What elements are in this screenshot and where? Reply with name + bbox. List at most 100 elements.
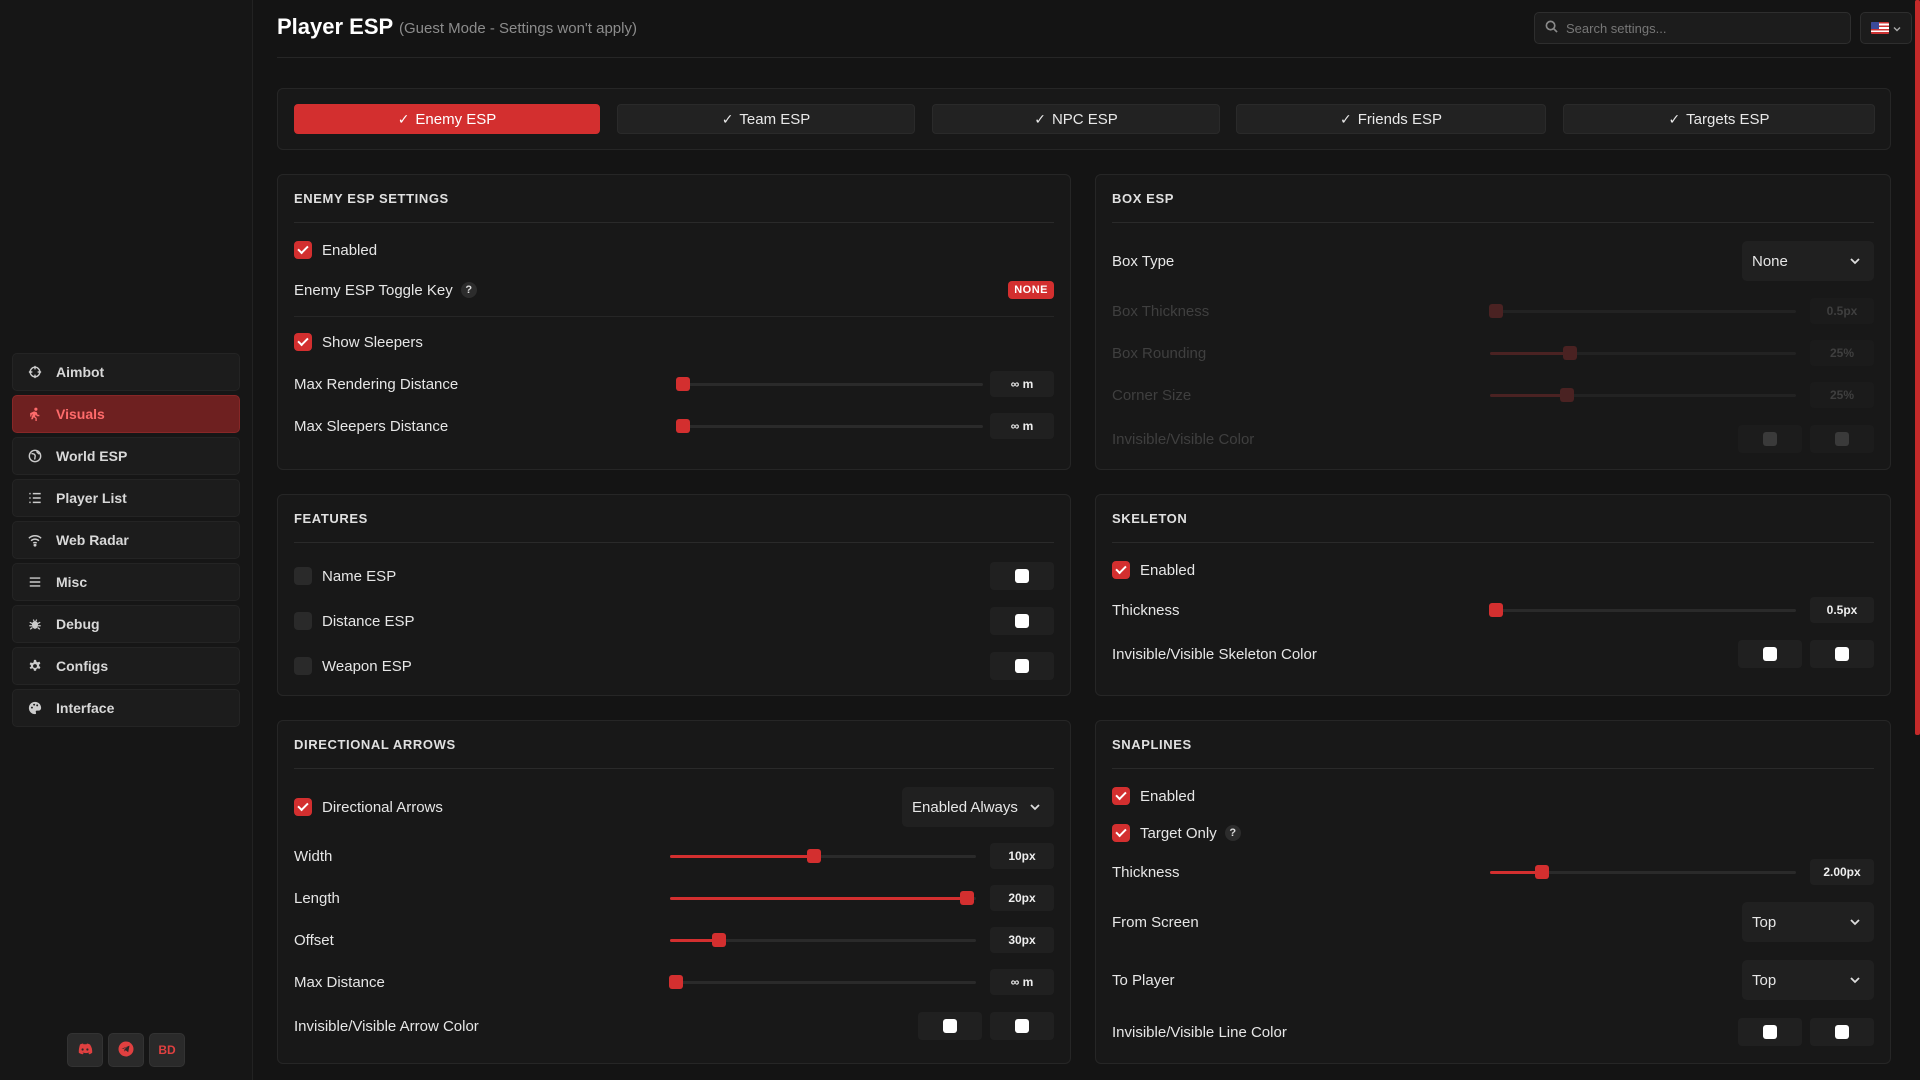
check-icon: ✓ (397, 110, 410, 127)
search-box[interactable] (1534, 12, 1851, 44)
scrollbar[interactable] (1915, 0, 1920, 735)
arrows-checkbox[interactable] (294, 798, 312, 816)
slider-thumb[interactable] (959, 891, 974, 905)
slider-thumb[interactable] (676, 419, 691, 433)
sidebar-item-label: Visuals (56, 406, 105, 422)
arrows-mode-select[interactable]: Enabled Always (902, 787, 1054, 827)
arrow-length-slider[interactable] (670, 890, 976, 906)
weapon-esp-checkbox[interactable] (294, 657, 312, 675)
running-person-icon (27, 406, 43, 422)
sidebar-item-aimbot[interactable]: Aimbot (12, 353, 240, 391)
arrow-visible-color-swatch[interactable] (990, 1012, 1054, 1040)
to-player-select[interactable]: Top (1742, 960, 1874, 1000)
slider-thumb[interactable] (669, 975, 684, 989)
toggle-key-badge[interactable]: NONE (1008, 281, 1054, 299)
name-esp-checkbox[interactable] (294, 567, 312, 585)
slider-thumb[interactable] (676, 377, 691, 391)
tab-enemy-esp[interactable]: ✓ Enemy ESP (294, 104, 600, 134)
distance-esp-checkbox[interactable] (294, 612, 312, 630)
sidebar-item-configs[interactable]: Configs (12, 647, 240, 685)
arrow-length-row: Length 20px (294, 885, 1054, 911)
max-sleepers-row: Max Sleepers Distance ∞ m (294, 413, 1054, 439)
help-icon[interactable]: ? (460, 282, 477, 298)
tab-label: NPC ESP (1051, 110, 1118, 128)
skeleton-visible-color-swatch[interactable] (1810, 640, 1874, 668)
max-sleepers-slider[interactable] (676, 418, 983, 434)
from-screen-select[interactable]: Top (1742, 902, 1874, 942)
tab-friends-esp[interactable]: ✓ Friends ESP (1236, 104, 1546, 134)
slider-thumb[interactable] (1559, 388, 1574, 402)
discord-button[interactable] (67, 1033, 103, 1067)
sidebar-item-world-esp[interactable]: World ESP (12, 437, 240, 475)
slider-thumb[interactable] (1562, 346, 1577, 360)
skeleton-thickness-value: 0.5px (1810, 597, 1874, 623)
discord-icon (77, 1043, 93, 1058)
box-type-select[interactable]: None (1742, 241, 1874, 281)
box-rounding-slider[interactable] (1490, 345, 1796, 361)
box-rounding-label: Box Rounding (1112, 344, 1207, 362)
sidebar: Aimbot Visuals World ESP Player List Web… (0, 0, 253, 1080)
line-invisible-color-swatch[interactable] (1738, 1018, 1802, 1046)
snapline-thickness-slider[interactable] (1490, 864, 1796, 880)
sidebar-item-label: Web Radar (56, 532, 129, 548)
show-sleepers-checkbox[interactable] (294, 333, 312, 351)
sidebar-item-player-list[interactable]: Player List (12, 479, 240, 517)
corner-size-slider[interactable] (1490, 387, 1796, 403)
target-only-row: Target Only ? (1112, 824, 1874, 842)
search-input[interactable] (1566, 20, 1826, 36)
sidebar-item-misc[interactable]: Misc (12, 563, 240, 601)
skeleton-thickness-slider[interactable] (1489, 602, 1796, 618)
sidebar-item-label: Interface (56, 700, 115, 716)
telegram-icon (118, 1041, 134, 1060)
snaplines-enabled-checkbox[interactable] (1112, 787, 1130, 805)
weapon-esp-color-swatch[interactable] (990, 652, 1054, 680)
help-icon[interactable]: ? (1224, 825, 1241, 841)
box-thickness-label: Box Thickness (1112, 302, 1210, 320)
weapon-esp-label: Weapon ESP (322, 657, 412, 675)
distance-esp-color-swatch[interactable] (990, 607, 1054, 635)
enemy-enabled-checkbox[interactable] (294, 241, 312, 259)
chevron-down-icon (1030, 804, 1040, 811)
tab-targets-esp[interactable]: ✓ Targets ESP (1563, 104, 1875, 134)
slider-thumb[interactable] (1489, 304, 1504, 318)
page-title: Player ESP (277, 14, 394, 39)
box-invisible-color-swatch[interactable] (1738, 425, 1802, 453)
skeleton-color-row: Invisible/Visible Skeleton Color (1112, 639, 1874, 669)
arrow-maxdist-slider[interactable] (669, 974, 976, 990)
bd-button[interactable]: BD (149, 1033, 185, 1067)
sidebar-item-label: World ESP (56, 448, 128, 464)
language-selector[interactable] (1860, 12, 1912, 44)
sidebar-item-interface[interactable]: Interface (12, 689, 240, 727)
max-render-slider[interactable] (676, 376, 983, 392)
skeleton-enabled-checkbox[interactable] (1112, 561, 1130, 579)
box-visible-color-swatch[interactable] (1810, 425, 1874, 453)
arrow-width-slider[interactable] (670, 848, 976, 864)
slider-thumb[interactable] (1489, 603, 1504, 617)
features-panel: FEATURES Name ESP Distance ESP Weapon ES… (277, 494, 1071, 696)
name-esp-label: Name ESP (322, 567, 397, 585)
skeleton-invisible-color-swatch[interactable] (1738, 640, 1802, 668)
arrow-maxdist-value: ∞ m (990, 969, 1054, 995)
box-thickness-value: 0.5px (1810, 298, 1874, 324)
us-flag-icon (1871, 22, 1889, 34)
chevron-down-icon (1893, 19, 1901, 37)
slider-thumb[interactable] (711, 933, 726, 947)
arrows-mode-value: Enabled Always (912, 798, 1018, 816)
tab-team-esp[interactable]: ✓ Team ESP (617, 104, 915, 134)
name-esp-color-swatch[interactable] (990, 562, 1054, 590)
box-color-row: Invisible/Visible Color (1112, 424, 1874, 454)
arrow-width-row: Width 10px (294, 843, 1054, 869)
telegram-button[interactable] (108, 1033, 144, 1067)
enemy-enabled-label: Enabled (322, 241, 378, 259)
tab-npc-esp[interactable]: ✓ NPC ESP (932, 104, 1220, 134)
sidebar-item-visuals[interactable]: Visuals (12, 395, 240, 433)
slider-thumb[interactable] (1535, 865, 1550, 879)
arrow-invisible-color-swatch[interactable] (918, 1012, 982, 1040)
slider-thumb[interactable] (806, 849, 821, 863)
box-thickness-slider[interactable] (1489, 303, 1796, 319)
line-visible-color-swatch[interactable] (1810, 1018, 1874, 1046)
target-only-checkbox[interactable] (1112, 824, 1130, 842)
arrow-offset-slider[interactable] (670, 932, 976, 948)
sidebar-item-debug[interactable]: Debug (12, 605, 240, 643)
sidebar-item-web-radar[interactable]: Web Radar (12, 521, 240, 559)
